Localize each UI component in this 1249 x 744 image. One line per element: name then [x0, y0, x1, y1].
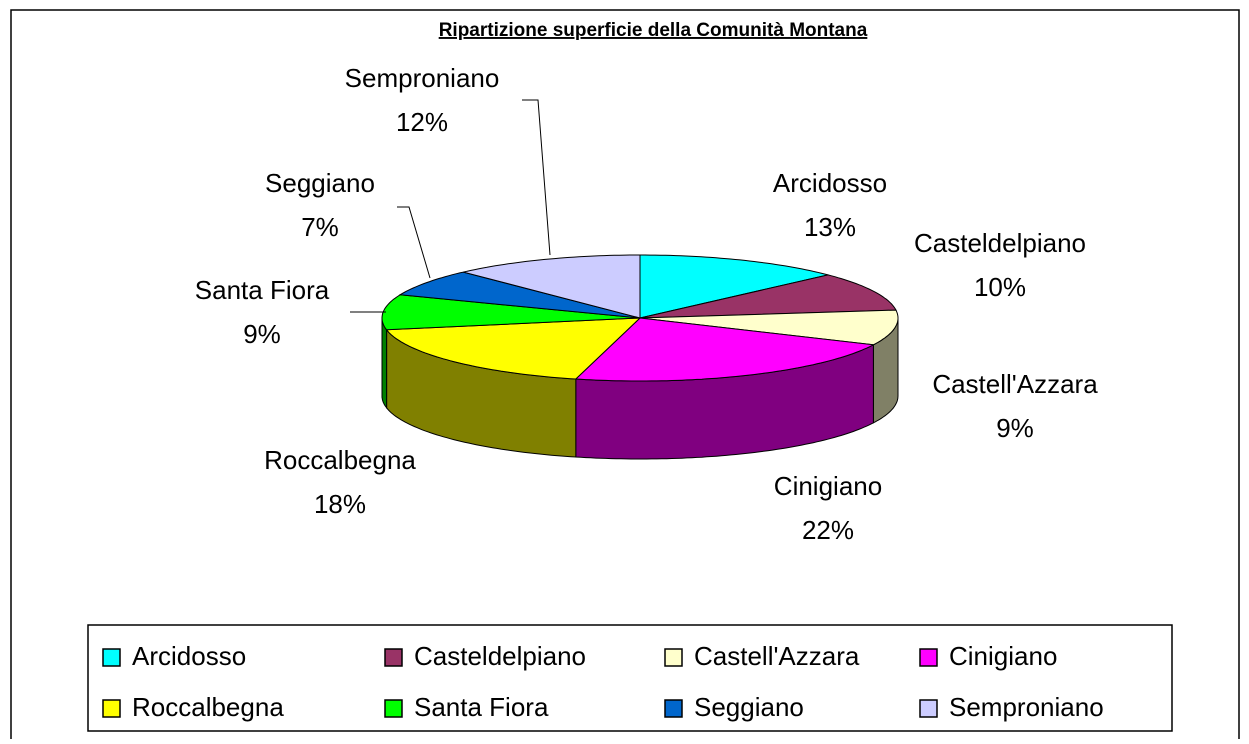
- data-label-name: Arcidosso: [773, 168, 887, 198]
- slice: [398, 271, 641, 319]
- data-label-name: Seggiano: [265, 168, 375, 198]
- legend-swatch: [664, 699, 683, 718]
- data-label-name: Santa Fiora: [195, 275, 330, 305]
- legend: [87, 624, 1173, 732]
- data-label-name: Casteldelpiano: [914, 228, 1086, 258]
- leader-line: [397, 206, 431, 279]
- data-label-value: 7%: [301, 212, 339, 242]
- slice: [639, 309, 899, 346]
- data-label-value: 22%: [802, 515, 854, 545]
- data-label-value: 9%: [243, 319, 281, 349]
- legend-label: Santa Fiora: [414, 692, 549, 722]
- legend-swatch: [102, 699, 121, 718]
- legend-label: Castell'Azzara: [694, 641, 860, 671]
- data-label-name: Roccalbegna: [264, 445, 416, 475]
- legend-label: Casteldelpiano: [414, 641, 586, 671]
- slice: [574, 317, 876, 382]
- legend-swatch: [664, 648, 683, 667]
- data-label-value: 13%: [804, 212, 856, 242]
- data-label-name: Castell'Azzara: [932, 369, 1098, 399]
- slice: [385, 317, 642, 380]
- data-label-value: 10%: [974, 272, 1026, 302]
- legend-label: Roccalbegna: [132, 692, 284, 722]
- legend-swatch: [102, 648, 121, 667]
- legend-label: Seggiano: [694, 692, 804, 722]
- slice: [463, 254, 641, 319]
- legend-label: Cinigiano: [949, 641, 1057, 671]
- legend-label: Semproniano: [949, 692, 1104, 722]
- data-label-value: 9%: [996, 413, 1034, 443]
- legend-swatch: [919, 648, 938, 667]
- pie: [381, 254, 899, 460]
- slice: [639, 254, 829, 319]
- leader-line: [522, 99, 551, 256]
- slice: [639, 274, 897, 319]
- legend-swatch: [384, 699, 403, 718]
- data-label-value: 18%: [314, 489, 366, 519]
- legend-swatch: [384, 648, 403, 667]
- data-label-value: 12%: [396, 107, 448, 137]
- slice-side: [381, 318, 388, 410]
- legend-swatch: [919, 699, 938, 718]
- data-label-name: Semproniano: [345, 63, 500, 93]
- data-label-name: Cinigiano: [774, 471, 882, 501]
- legend-label: Arcidosso: [132, 641, 246, 671]
- chart-title: Ripartizione superficie della Comunità M…: [439, 20, 868, 41]
